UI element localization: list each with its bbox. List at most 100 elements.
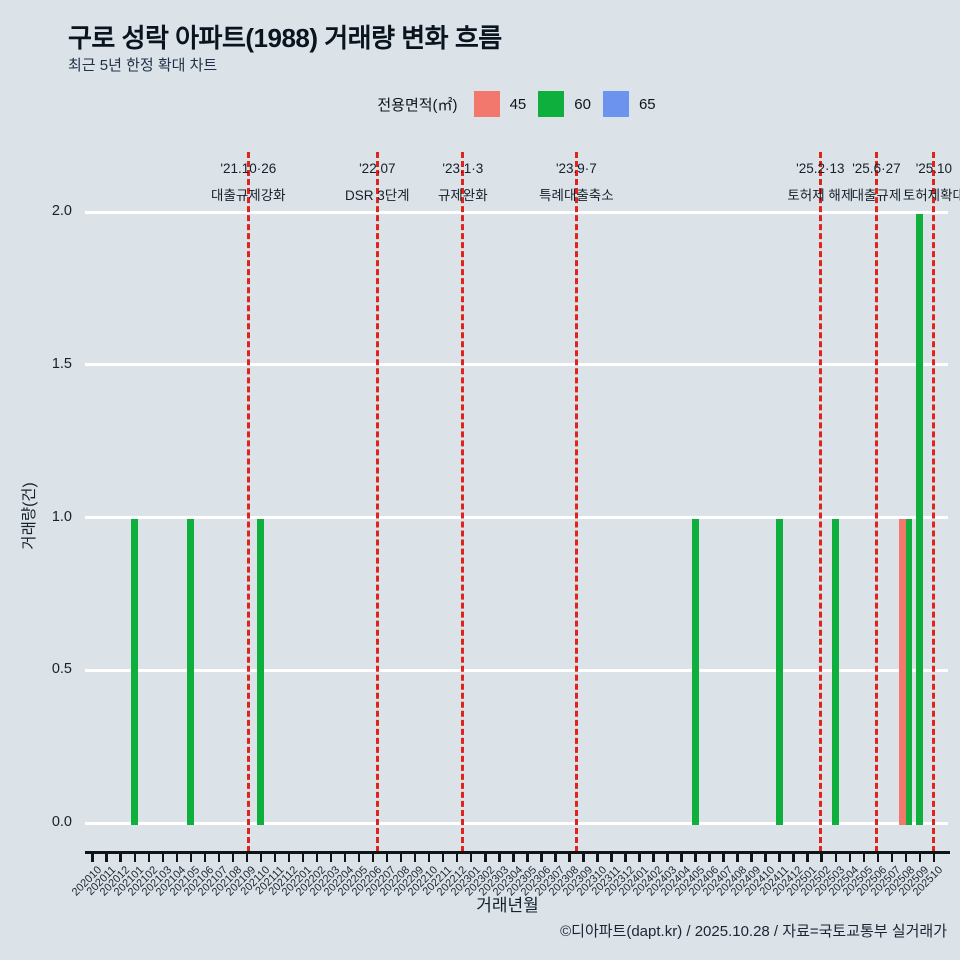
- legend-item-45: 45: [462, 91, 526, 117]
- y-axis-title: 거래량(건): [21, 482, 38, 550]
- x-tick: [259, 853, 263, 862]
- bar-202411-60: [776, 519, 784, 825]
- event-label: 토허제확대: [902, 188, 960, 203]
- event-date: '22.07: [359, 161, 396, 176]
- x-tick: [512, 853, 515, 862]
- x-tick: [231, 853, 235, 862]
- event-label: 토허제 해제: [787, 188, 854, 203]
- gridline-y0.0: [85, 821, 948, 825]
- x-tick: [371, 853, 375, 862]
- x-tick: [680, 853, 683, 862]
- legend-title: 전용면적(㎡): [377, 96, 458, 114]
- event-date: '25.6·27: [852, 161, 901, 176]
- x-tick: [441, 853, 445, 862]
- y-tick-label: 0.5: [51, 661, 72, 678]
- x-tick: [834, 853, 837, 862]
- x-tick: [624, 853, 627, 862]
- x-tick: [596, 853, 599, 862]
- gridline-y2.0: [85, 210, 948, 214]
- x-tick: [806, 853, 809, 862]
- bar-202405-60: [692, 519, 700, 825]
- chart-title: 구로 성락 아파트(1988) 거래량 변화 흐름: [68, 23, 502, 53]
- x-tick: [610, 853, 613, 862]
- bar-202509-60: [916, 213, 924, 825]
- x-tick: [105, 853, 108, 862]
- x-tick: [792, 853, 795, 862]
- legend-swatch-icon: [473, 91, 500, 117]
- x-tick: [890, 853, 894, 862]
- event-date: '25.10: [915, 161, 953, 176]
- x-tick: [862, 853, 866, 862]
- event-date: '23.9·7: [555, 161, 597, 176]
- legend-swatch-icon: [602, 91, 629, 117]
- chart-subtitle: 최근 5년 한정 확대 차트: [68, 57, 218, 74]
- x-tick: [750, 853, 753, 862]
- x-tick: [203, 853, 207, 862]
- event-line: [246, 152, 250, 852]
- x-axis-title: 거래년월: [476, 896, 539, 915]
- x-tick: [498, 853, 501, 862]
- legend: 전용면적(㎡) 45 60 65: [85, 91, 948, 117]
- x-tick: [526, 853, 529, 862]
- event-line: [874, 152, 878, 852]
- x-tick: [666, 853, 669, 862]
- gridline-y0.5: [85, 668, 948, 672]
- x-tick: [932, 853, 936, 862]
- legend-item-label: 60: [574, 95, 591, 113]
- x-tick: [904, 853, 908, 862]
- legend-item-65: 65: [591, 91, 656, 117]
- x-tick: [554, 853, 557, 862]
- footer-credit: ©디아파트(dapt.kr) / 2025.10.28 / 자료=국토교통부 실…: [560, 923, 947, 940]
- x-tick: [708, 853, 711, 862]
- y-tick-label: 1.0: [51, 508, 72, 525]
- x-tick: [736, 853, 739, 862]
- x-tick: [287, 853, 291, 862]
- event-label: DSR 3단계: [344, 188, 410, 203]
- x-tick: [245, 853, 249, 862]
- legend-item-60: 60: [526, 91, 591, 117]
- event-label: 대출규제: [851, 188, 902, 203]
- x-tick: [161, 853, 165, 862]
- x-tick: [820, 853, 823, 862]
- bar-202508-60: [906, 519, 913, 825]
- event-line: [818, 152, 822, 852]
- x-tick: [582, 853, 585, 862]
- x-tick: [469, 853, 473, 862]
- x-tick: [694, 853, 697, 862]
- x-tick: [385, 853, 389, 862]
- x-tick: [315, 853, 319, 862]
- x-tick: [329, 853, 333, 862]
- legend-item-label: 65: [638, 95, 656, 113]
- x-tick: [638, 853, 641, 862]
- x-tick: [175, 853, 179, 862]
- bar-202101-60: [131, 519, 139, 825]
- event-line: [574, 152, 578, 852]
- legend-swatch-icon: [538, 91, 565, 117]
- event-date: '25.2·13: [796, 161, 845, 176]
- x-tick: [484, 853, 487, 862]
- x-tick: [568, 853, 571, 862]
- x-tick: [189, 853, 193, 862]
- event-line: [375, 152, 379, 852]
- x-tick: [848, 853, 852, 862]
- x-tick: [357, 853, 361, 862]
- x-tick: [778, 853, 781, 862]
- event-line: [461, 152, 465, 852]
- x-tick: [722, 853, 725, 862]
- bar-202508-45: [899, 519, 906, 825]
- x-tick: [918, 853, 922, 862]
- bar-202503-60: [832, 519, 840, 825]
- x-tick: [217, 853, 221, 862]
- x-tick: [876, 853, 880, 862]
- legend-items: 45 60 65: [462, 91, 656, 117]
- x-tick: [301, 853, 305, 862]
- x-tick: [455, 853, 459, 862]
- x-tick: [147, 853, 151, 862]
- y-tick-label: 2.0: [51, 203, 72, 219]
- x-tick: [343, 853, 347, 862]
- x-tick: [399, 853, 403, 862]
- event-line: [932, 152, 936, 852]
- x-tick: [427, 853, 431, 862]
- gridline-y1.5: [85, 363, 948, 367]
- event-label: 특례대출축소: [539, 188, 614, 203]
